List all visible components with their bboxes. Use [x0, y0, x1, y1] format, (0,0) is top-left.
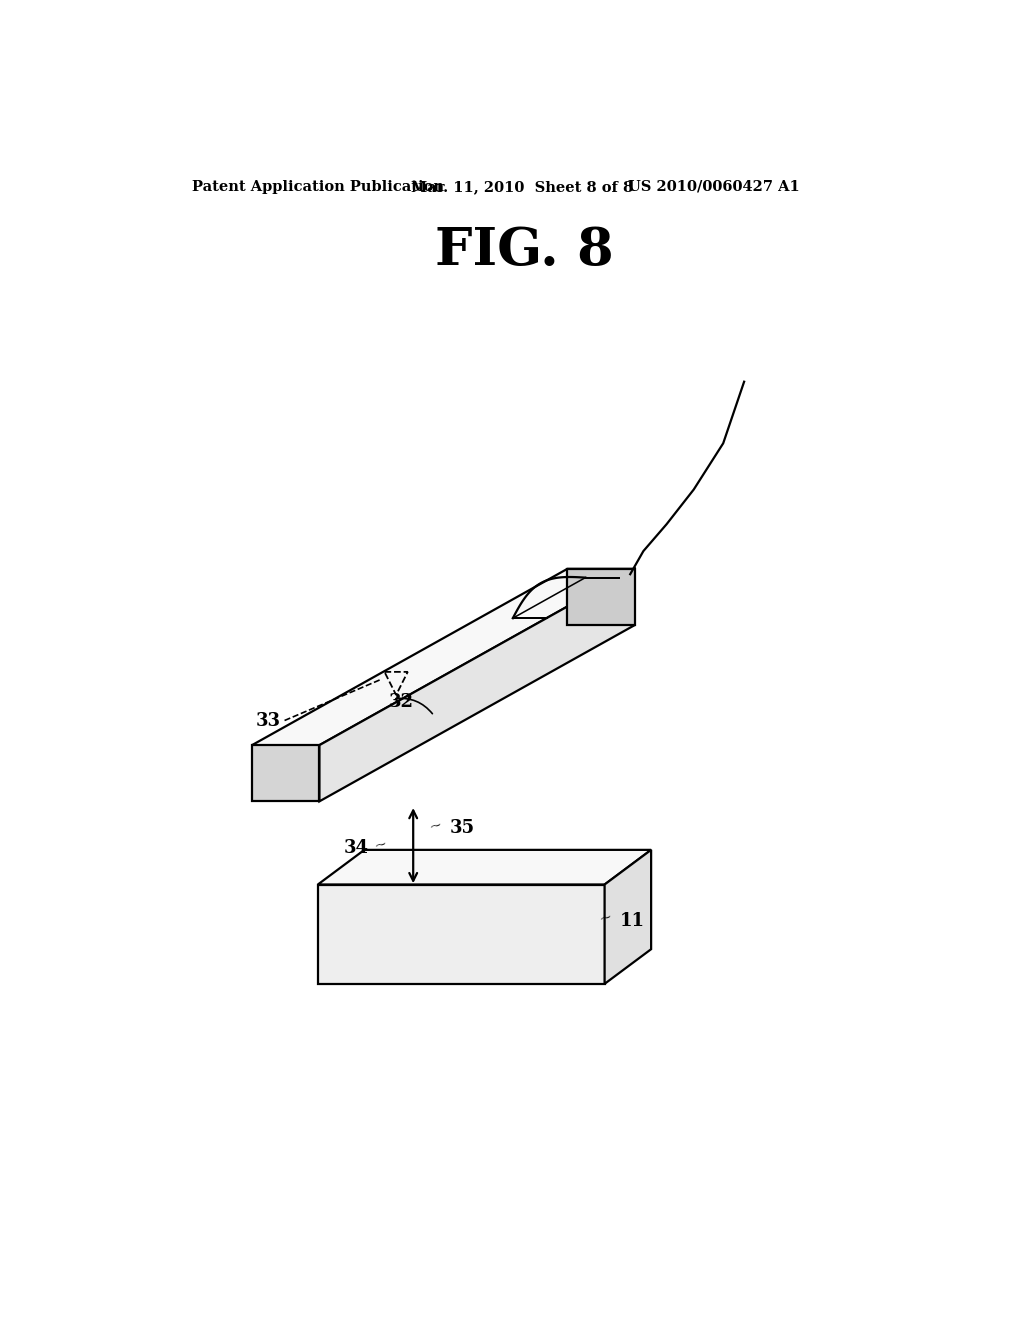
Text: 33: 33 [256, 711, 281, 730]
Polygon shape [319, 569, 635, 801]
Polygon shape [317, 850, 651, 884]
Text: ~: ~ [427, 817, 443, 834]
Polygon shape [604, 850, 651, 983]
Polygon shape [317, 884, 604, 983]
Text: ~: ~ [598, 909, 614, 927]
Text: 35: 35 [450, 820, 475, 837]
Text: Mar. 11, 2010  Sheet 8 of 8: Mar. 11, 2010 Sheet 8 of 8 [411, 180, 633, 194]
Polygon shape [252, 569, 635, 744]
Text: ~: ~ [372, 837, 388, 854]
Text: 32: 32 [389, 693, 414, 710]
Text: 11: 11 [621, 912, 645, 929]
Text: Patent Application Publication: Patent Application Publication [191, 180, 443, 194]
Polygon shape [252, 744, 319, 801]
Text: FIG. 8: FIG. 8 [435, 226, 614, 276]
Text: 34: 34 [343, 838, 369, 857]
Polygon shape [567, 569, 635, 626]
Text: US 2010/0060427 A1: US 2010/0060427 A1 [628, 180, 800, 194]
